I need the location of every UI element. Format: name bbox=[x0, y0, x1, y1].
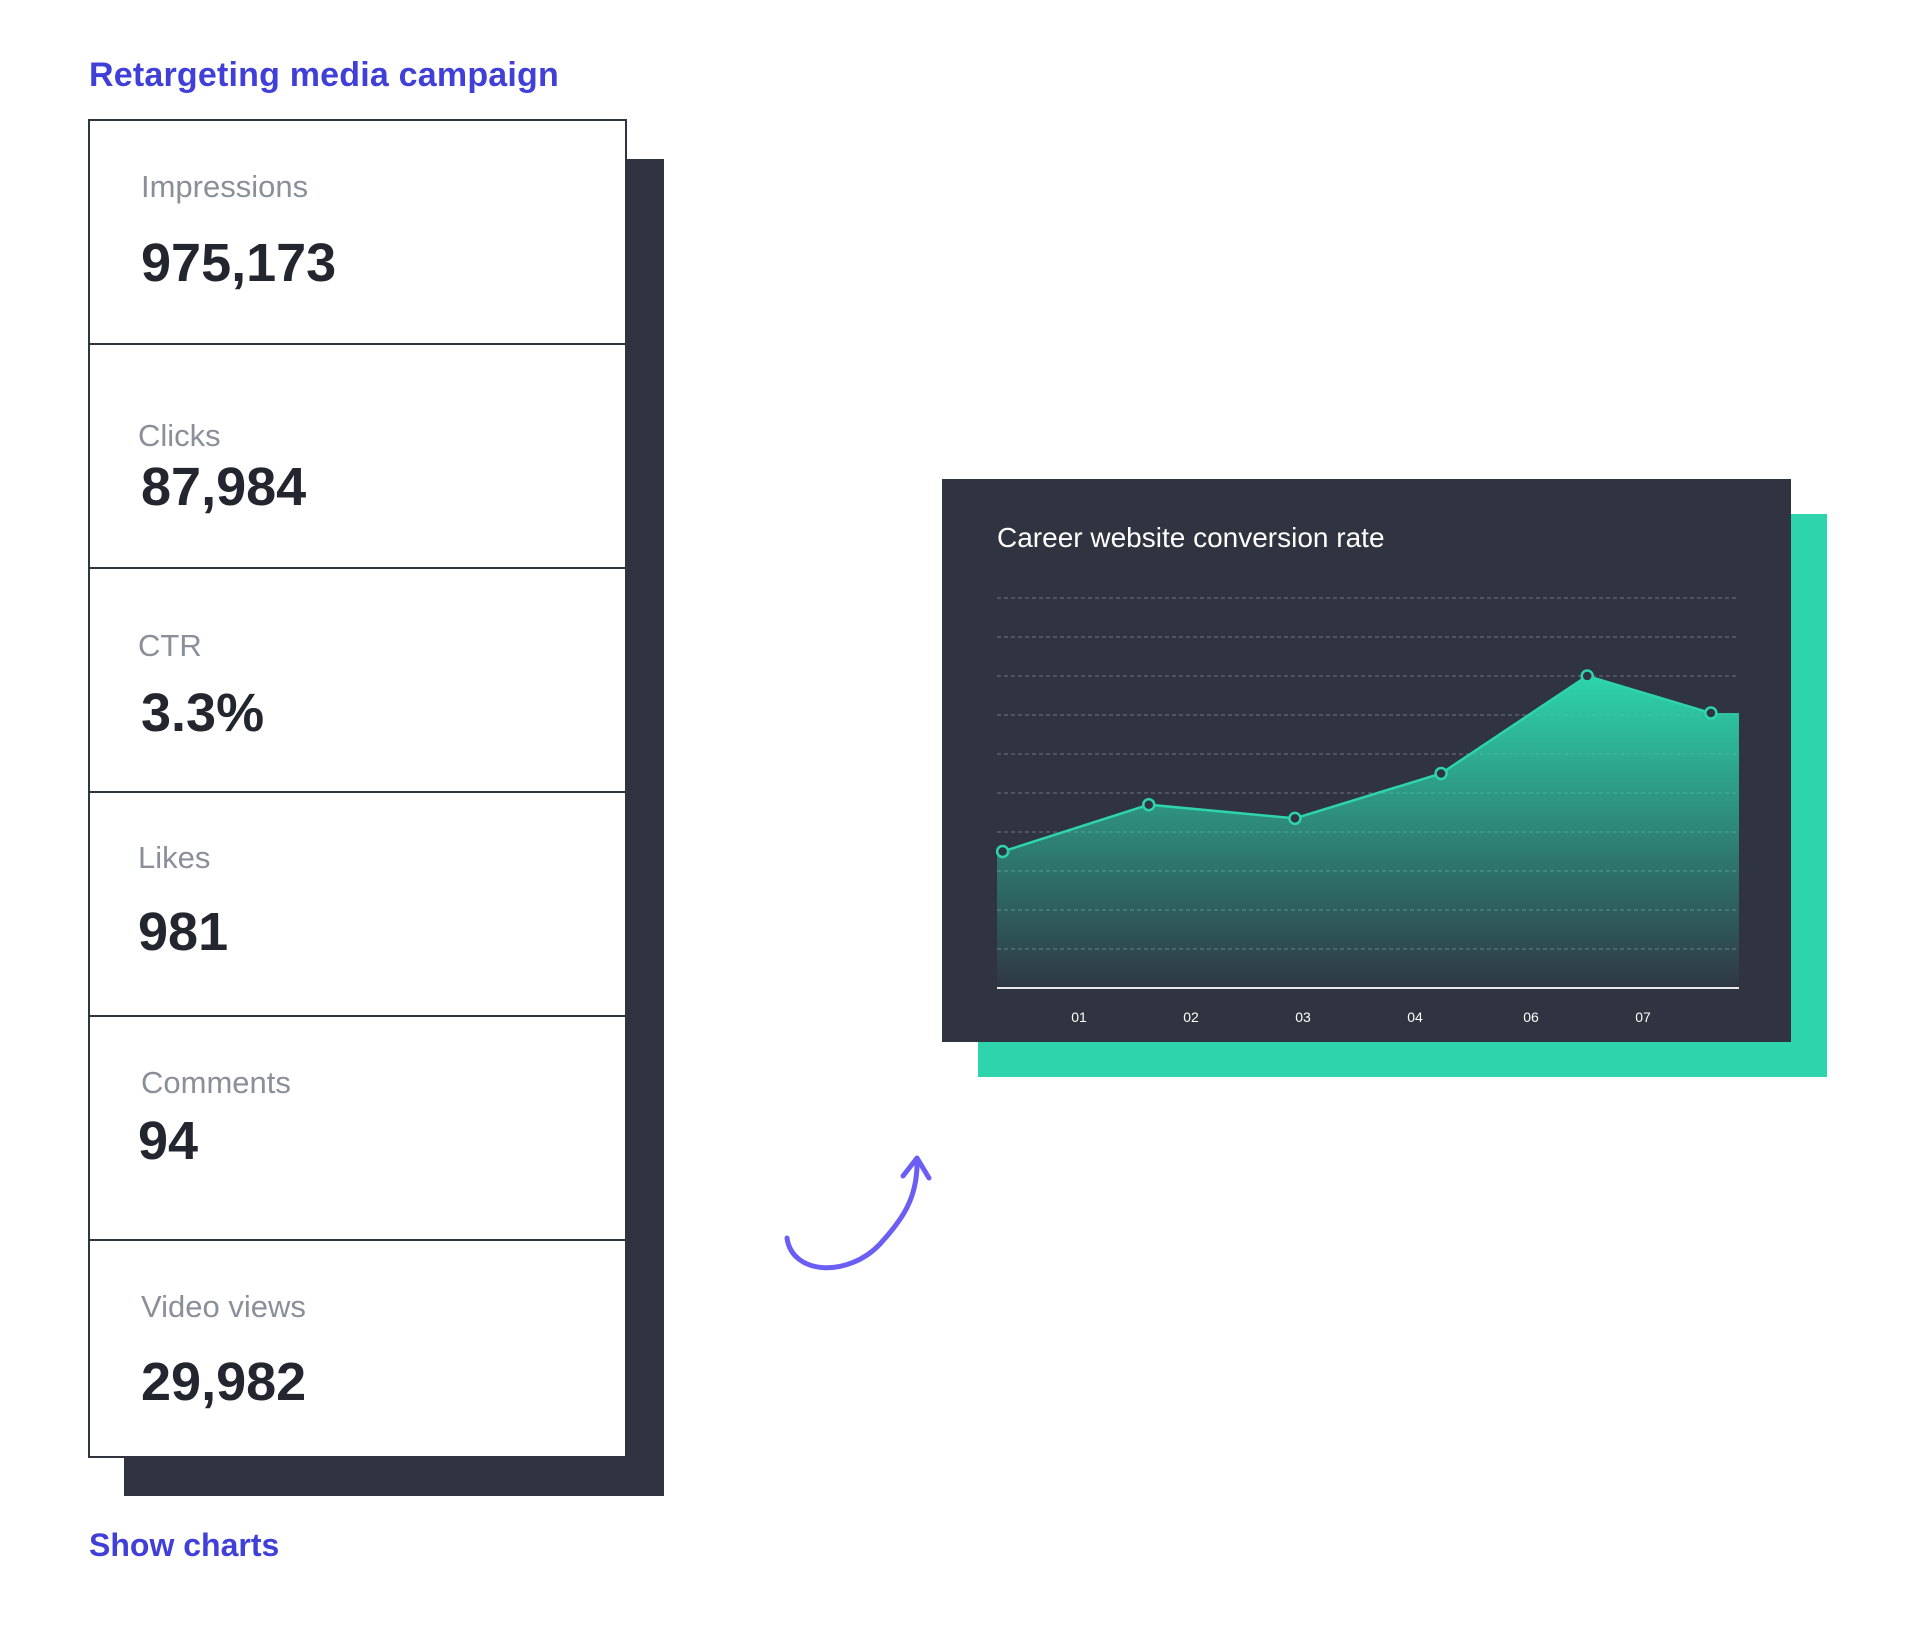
chart-tick-label: 02 bbox=[1183, 1009, 1199, 1025]
stat-label: Comments bbox=[141, 1065, 291, 1100]
curved-arrow-head bbox=[900, 1155, 932, 1181]
chart-data-point bbox=[1288, 811, 1302, 826]
stat-clicks: Clicks 87,984 bbox=[90, 345, 625, 569]
chart-tick-label: 04 bbox=[1407, 1009, 1423, 1025]
curved-arrow-stroke bbox=[784, 1157, 920, 1271]
curved-arrow-icon bbox=[784, 1155, 932, 1271]
stat-label: Video views bbox=[141, 1289, 306, 1324]
chart-data-point bbox=[995, 844, 1010, 859]
stat-label: Clicks bbox=[138, 418, 221, 453]
stat-label: CTR bbox=[138, 628, 202, 663]
stat-value: 981 bbox=[138, 902, 229, 962]
stat-value: 87,984 bbox=[141, 457, 307, 517]
stat-value: 3.3% bbox=[141, 683, 265, 743]
chart-area-fill bbox=[997, 676, 1739, 988]
stat-impressions: Impressions 975,173 bbox=[90, 121, 625, 345]
chart-tick-label: 06 bbox=[1523, 1009, 1539, 1025]
chart-data-point bbox=[1704, 706, 1718, 720]
stat-value: 975,173 bbox=[141, 233, 337, 293]
stat-comments: Comments 94 bbox=[90, 1017, 625, 1241]
chart-title: Career website conversion rate bbox=[997, 522, 1385, 553]
stat-label: Impressions bbox=[141, 169, 309, 204]
stat-value: 29,982 bbox=[141, 1352, 307, 1412]
stat-label: Likes bbox=[138, 840, 211, 875]
chart-tick-label: 01 bbox=[1071, 1009, 1087, 1025]
stats-card: Impressions 975,173 Clicks 87,984 CTR 3.… bbox=[88, 119, 627, 1458]
stat-video-views: Video views 29,982 bbox=[90, 1241, 625, 1456]
conversion-rate-chart: 01 02 03 04 06 07 bbox=[995, 597, 1739, 1025]
stat-value: 94 bbox=[138, 1111, 199, 1171]
chart-data-point bbox=[1434, 766, 1448, 781]
stat-ctr: CTR 3.3% bbox=[90, 569, 625, 793]
stat-likes: Likes 981 bbox=[90, 793, 625, 1017]
chart-data-point bbox=[1142, 797, 1156, 812]
chart-tick-label: 07 bbox=[1635, 1009, 1651, 1025]
show-charts-link[interactable]: Show charts bbox=[89, 1527, 280, 1563]
chart-panel: Career website conversion rate 01 02 03 04 0… bbox=[942, 479, 1791, 1042]
campaign-title[interactable]: Retargeting media campaign bbox=[89, 56, 559, 94]
chart-data-point bbox=[1580, 669, 1594, 683]
chart-tick-label: 03 bbox=[1295, 1009, 1311, 1025]
